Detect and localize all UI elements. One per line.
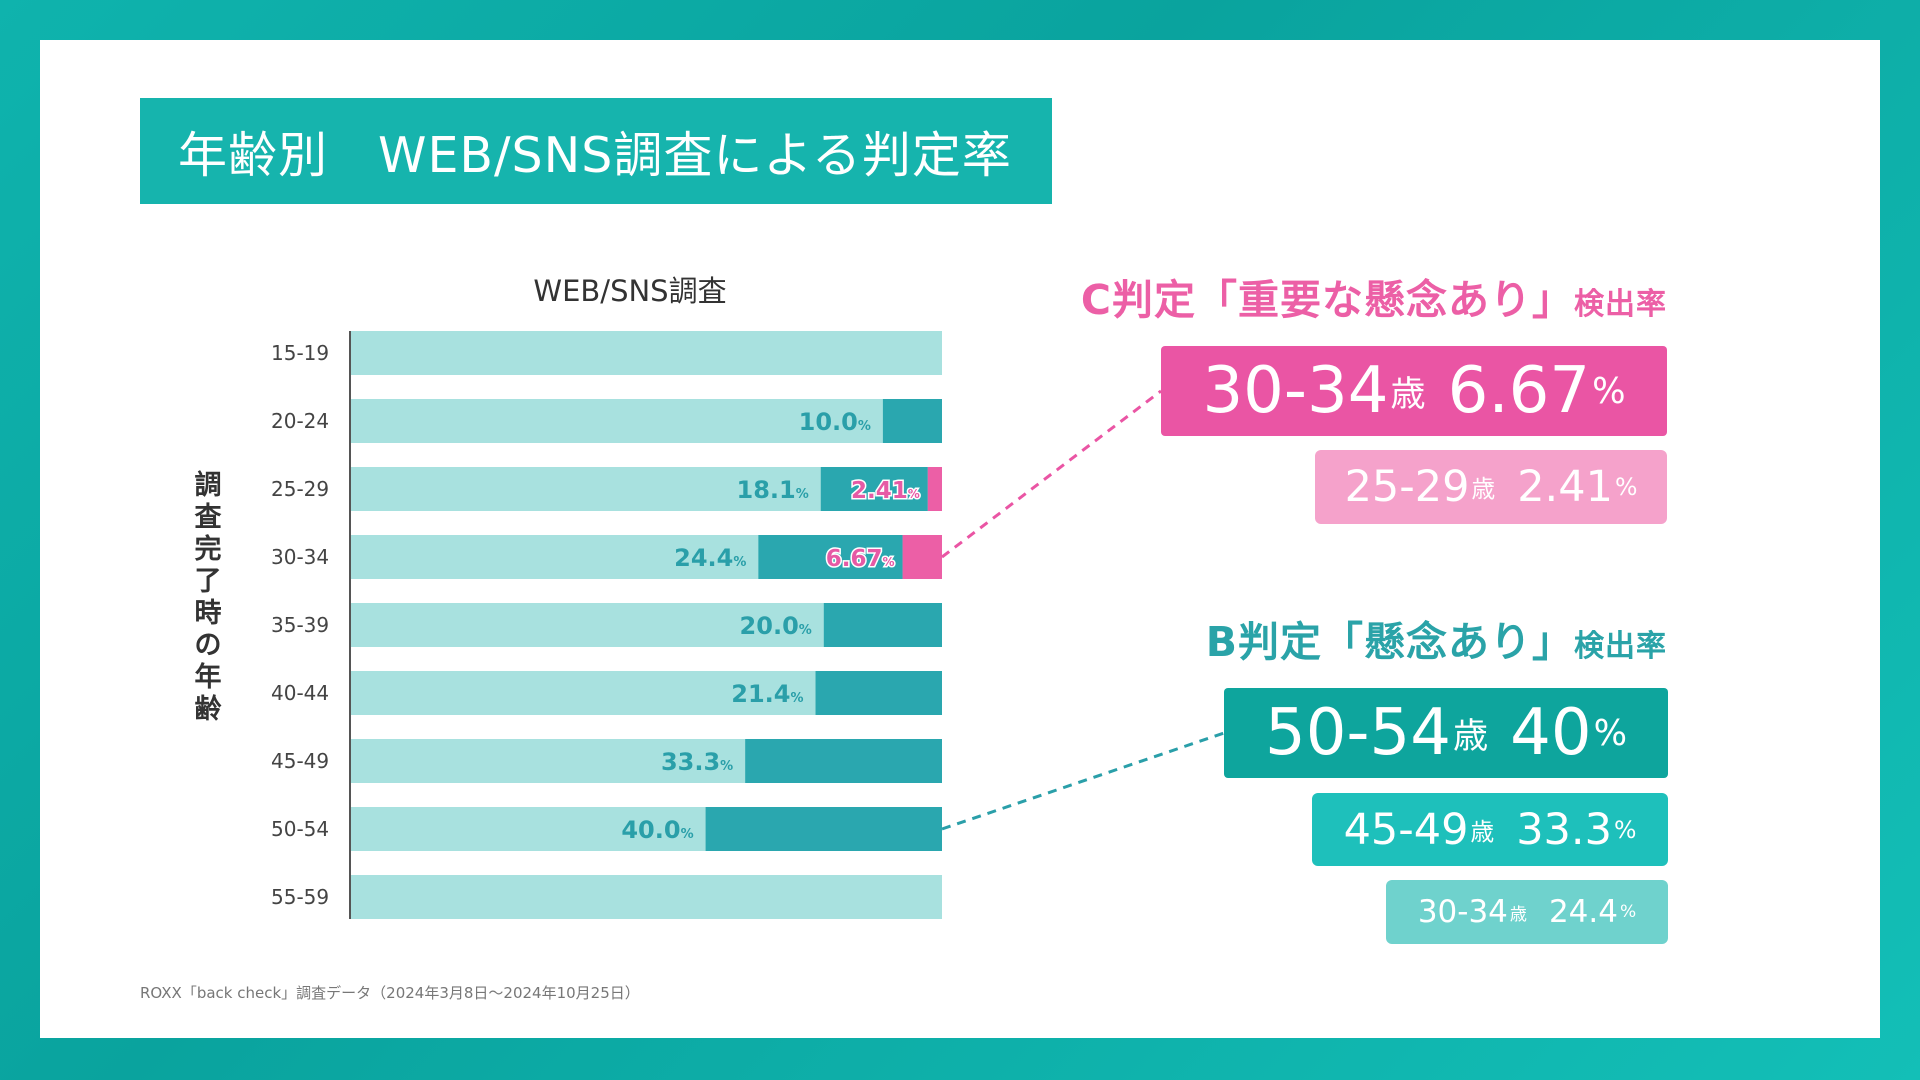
- bar-c-30-34: [902, 535, 942, 579]
- b-top-rate: 40: [1510, 696, 1592, 770]
- c-top-box: 30-34 歳 6.67%: [1161, 346, 1667, 436]
- b-top-age-unit: 歳: [1452, 715, 1489, 757]
- y-axis-label: 調査完了時の年齢: [194, 470, 222, 725]
- source-note: ROXX「back check」調査データ（2024年3月8日〜2024年10月…: [140, 984, 640, 1002]
- bar-b-30-34: [758, 535, 903, 579]
- b-heading-suffix: 検出率: [1574, 629, 1667, 664]
- page-title: 年齢別 WEB/SNS調査による判定率: [178, 126, 1012, 184]
- tick-label-35-39: 35-39: [271, 613, 329, 637]
- bar-base-15-19: [351, 331, 942, 375]
- c-second-rate-unit: %: [1614, 473, 1638, 501]
- tick-label-55-59: 55-59: [271, 885, 329, 909]
- b-third-age-unit: 歳: [1509, 904, 1527, 925]
- chart-title: WEB/SNS調査: [533, 274, 727, 308]
- c-second-box: 25-29 歳 2.41%: [1315, 450, 1667, 524]
- b-third-box: 30-34 歳 24.4%: [1386, 880, 1668, 944]
- c-top-rate: 6.67: [1447, 354, 1591, 428]
- c-top-age: 30-34: [1202, 354, 1389, 428]
- tick-label-50-54: 50-54: [271, 817, 329, 841]
- c-connector-line: [941, 389, 1162, 559]
- bar-b-50-54: [705, 807, 942, 851]
- b-second-age-unit: 歳: [1470, 817, 1495, 846]
- bar-b-25-29: [820, 467, 928, 511]
- b-judgement-heading: B判定「懸念あり」検出率: [1206, 608, 1667, 668]
- c-second-age: 25-29: [1344, 462, 1470, 512]
- b-top-age: 50-54: [1264, 696, 1451, 770]
- c-heading-suffix: 検出率: [1574, 287, 1667, 322]
- title-banner: 年齢別 WEB/SNS調査による判定率: [140, 98, 1052, 204]
- tick-label-25-29: 25-29: [271, 477, 329, 501]
- tick-label-40-44: 40-44: [271, 681, 329, 705]
- b-heading-text: B判定「懸念あり」: [1205, 618, 1574, 666]
- bar-b-35-39: [823, 603, 942, 647]
- b-connector-line: [941, 731, 1225, 831]
- b-top-rate-unit: %: [1593, 712, 1628, 754]
- c-top-rate-unit: %: [1592, 370, 1626, 412]
- bar-base-55-59: [351, 875, 942, 919]
- c-heading-text: C判定「重要な懸念あり」: [1080, 276, 1574, 324]
- c-second-rate: 2.41: [1517, 462, 1613, 512]
- tick-label-20-24: 20-24: [271, 409, 329, 433]
- bar-b-40-44: [815, 671, 942, 715]
- b-second-age: 45-49: [1343, 804, 1469, 855]
- bar-b-45-49: [745, 739, 942, 783]
- tick-label-15-19: 15-19: [271, 341, 329, 365]
- b-second-rate-unit: %: [1613, 815, 1637, 844]
- bar-b-20-24: [882, 399, 942, 443]
- tick-label-30-34: 30-34: [271, 545, 329, 569]
- tick-label-45-49: 45-49: [271, 749, 329, 773]
- slide-card: [40, 40, 1880, 1038]
- bar-base-20-24: [351, 399, 942, 443]
- b-third-rate: 24.4: [1548, 894, 1618, 930]
- b-third-rate-unit: %: [1619, 902, 1637, 922]
- c-top-age-unit: 歳: [1390, 373, 1426, 415]
- b-third-age: 30-34: [1417, 894, 1508, 930]
- c-second-age-unit: 歳: [1471, 475, 1496, 503]
- c-judgement-heading: C判定「重要な懸念あり」検出率: [1081, 266, 1667, 326]
- b-second-rate: 33.3: [1516, 804, 1612, 855]
- b-second-box: 45-49 歳 33.3%: [1312, 793, 1668, 866]
- bar-c-25-29: [927, 467, 942, 511]
- b-top-box: 50-54 歳 40%: [1224, 688, 1668, 778]
